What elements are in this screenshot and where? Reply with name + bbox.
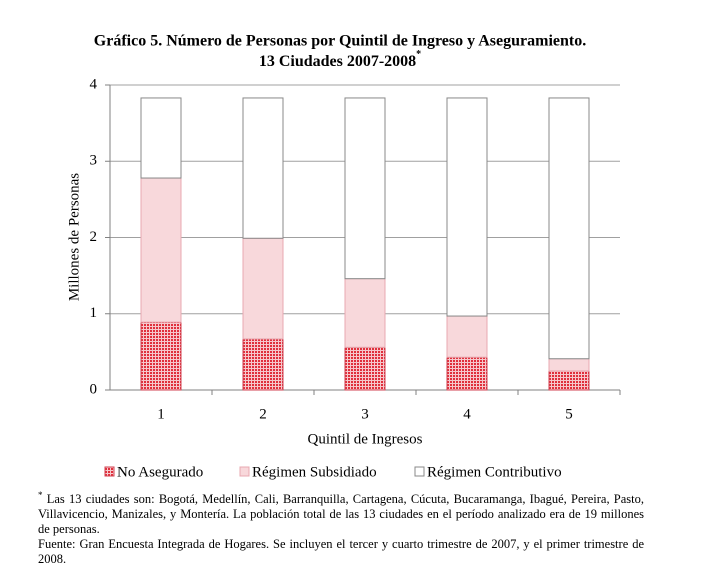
bar-segment [548,97,590,360]
bar-segment [242,97,284,239]
chart: Gráfico 5. Número de Personas por Quinti… [66,33,621,480]
note: Fuente: Gran Encuesta Integrada de Hogar… [38,537,644,567]
legend-swatch [414,466,425,477]
y-tick-label: 0 [90,381,98,397]
x-tick-label: 5 [565,406,573,422]
legend-swatch [239,466,250,477]
bar-segment [140,177,182,323]
chart-title: 13 Ciudades 2007-2008 [259,53,416,70]
y-tick-label: 4 [90,76,98,92]
y-axis-label: Millones de Personas [66,173,82,301]
x-axis-label: Quintil de Ingresos [308,431,423,447]
bar-segment [242,237,284,340]
note: * Las 13 ciudades son: Bogotá, Medellín,… [38,488,644,537]
x-tick-label: 4 [463,406,471,422]
bar-segment [344,97,386,280]
bar-segment [548,370,590,391]
x-tick-label: 3 [361,406,369,422]
x-tick-label: 2 [259,406,267,422]
bar-segment [446,356,488,391]
bar-segment [446,97,488,317]
bar-segment [344,346,386,391]
legend-label: Régimen Contributivo [427,464,562,480]
y-tick-label: 1 [90,305,98,321]
note-mark: * [38,490,43,500]
chart-title: 13 Ciudades 2007-2008* [259,49,421,69]
bar-segment [548,358,590,372]
bar-segment [140,321,182,391]
bar-segment [344,278,386,348]
chart-title: Gráfico 5. Número de Personas por Quinti… [94,33,586,50]
note-text: Las 13 ciudades son: Bogotá, Medellín, C… [38,492,645,537]
bar-segment [446,315,488,358]
y-tick-label: 2 [90,229,98,245]
y-tick-label: 3 [90,153,98,169]
legend-swatch [104,466,115,477]
title-note: * [416,49,421,60]
x-tick-label: 1 [157,406,165,422]
bar-segment [140,97,182,179]
notes: * Las 13 ciudades son: Bogotá, Medellín,… [38,488,644,567]
bar-segment [242,338,284,391]
note-text: Fuente: Gran Encuesta Integrada de Hogar… [38,537,644,567]
legend-label: No Asegurado [117,464,203,480]
legend-label: Régimen Subsidiado [252,464,377,480]
